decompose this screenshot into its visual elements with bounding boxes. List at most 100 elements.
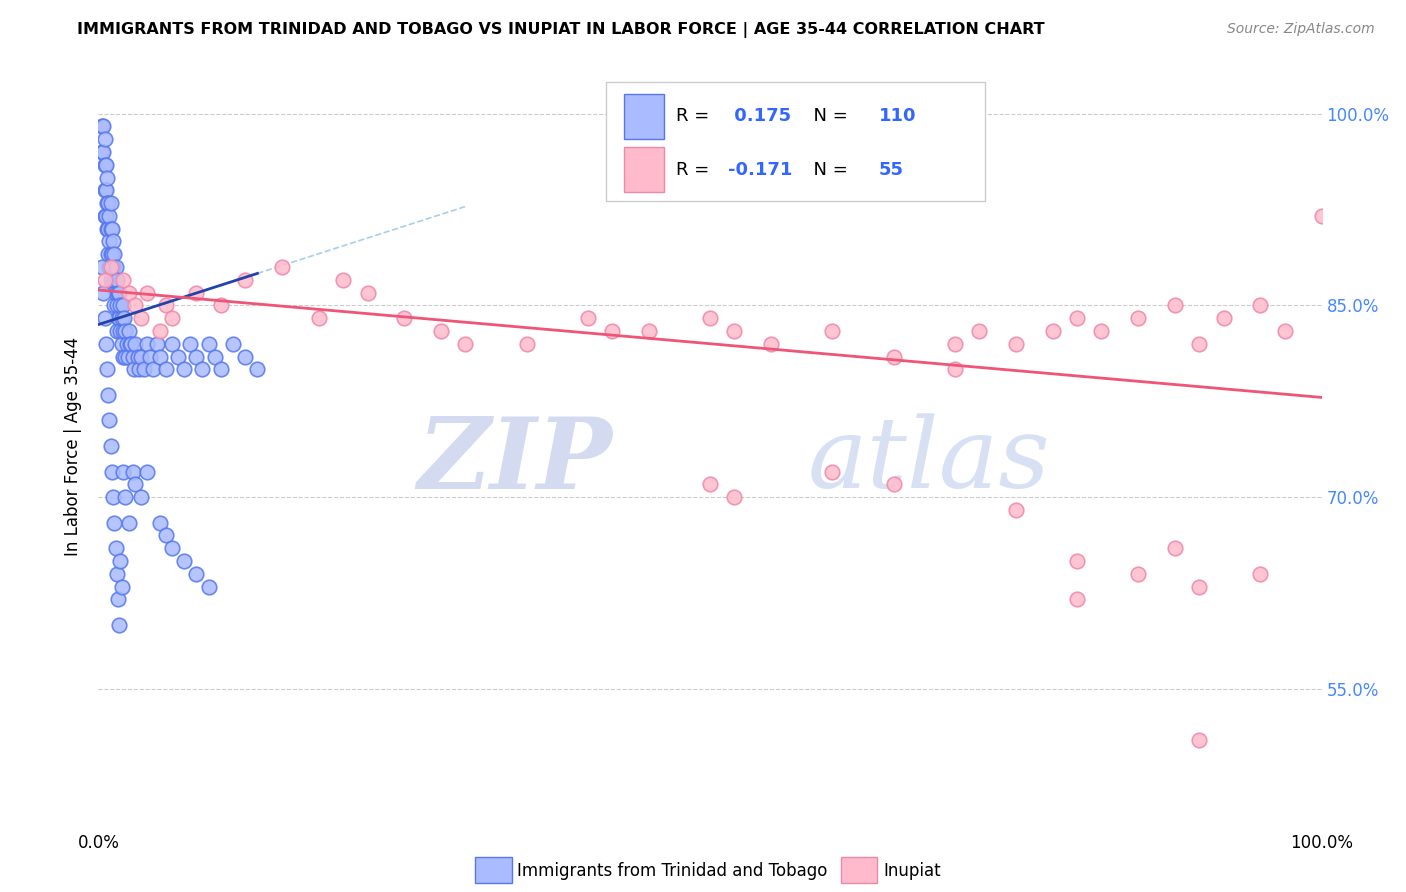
Point [108, 285, 131, 300]
Point [104, 541, 127, 556]
Point [173, 554, 195, 568]
Text: -0.171: -0.171 [728, 161, 793, 178]
Point [101, 221, 124, 235]
Point [127, 350, 149, 364]
Point [108, 618, 131, 632]
Point [118, 324, 141, 338]
Point [122, 362, 145, 376]
Point [103, 298, 125, 312]
Point [104, 260, 127, 274]
Text: IMMIGRANTS FROM TRINIDAD AND TOBAGO VS INUPIAT IN LABOR FORCE | AGE 35-44 CORREL: IMMIGRANTS FROM TRINIDAD AND TOBAGO VS I… [77, 22, 1045, 38]
Point [93, 132, 115, 146]
Point [160, 541, 183, 556]
Point [120, 336, 142, 351]
Point [270, 260, 294, 274]
Point [114, 490, 136, 504]
Point [108, 311, 131, 326]
Point [186, 566, 208, 581]
Point [167, 350, 190, 364]
Point [139, 350, 162, 364]
Point [308, 311, 330, 326]
Point [111, 336, 134, 351]
Point [454, 336, 477, 351]
Point [1188, 733, 1211, 747]
Point [1188, 336, 1211, 351]
Point [761, 336, 783, 351]
Point [105, 566, 128, 581]
Point [96, 196, 118, 211]
Text: 110: 110 [879, 107, 917, 125]
Point [723, 324, 745, 338]
Point [332, 273, 354, 287]
Point [96, 362, 118, 376]
Text: N =: N = [801, 107, 853, 125]
Point [100, 260, 122, 274]
Point [637, 324, 661, 338]
Point [149, 516, 172, 530]
Point [97, 196, 120, 211]
Point [1128, 311, 1150, 326]
Point [98, 209, 121, 223]
Point [967, 324, 990, 338]
Point [136, 336, 159, 351]
Point [699, 477, 721, 491]
Text: N =: N = [801, 161, 853, 178]
Point [1164, 298, 1187, 312]
FancyBboxPatch shape [624, 94, 664, 139]
Point [179, 336, 201, 351]
Point [155, 362, 177, 376]
Point [173, 362, 195, 376]
Point [114, 324, 136, 338]
Point [1249, 566, 1271, 581]
Point [149, 350, 172, 364]
Text: Source: ZipAtlas.com: Source: ZipAtlas.com [1227, 22, 1375, 37]
Point [121, 350, 143, 364]
Point [943, 336, 966, 351]
FancyBboxPatch shape [606, 81, 986, 201]
Point [91, 285, 114, 300]
Point [111, 324, 134, 338]
Point [100, 196, 122, 211]
Point [97, 247, 120, 261]
FancyBboxPatch shape [624, 147, 664, 193]
Point [430, 324, 453, 338]
Point [107, 592, 129, 607]
Point [98, 413, 121, 427]
Point [121, 465, 143, 479]
Point [91, 145, 114, 159]
Point [204, 350, 226, 364]
Text: R =: R = [676, 107, 714, 125]
Point [93, 158, 115, 172]
Text: ZIP: ZIP [418, 413, 612, 509]
Point [155, 298, 177, 312]
Point [943, 362, 966, 376]
Point [128, 362, 150, 376]
Point [155, 528, 177, 542]
Point [723, 490, 745, 504]
Point [160, 336, 183, 351]
Point [191, 362, 214, 376]
Point [142, 362, 165, 376]
Point [111, 273, 134, 287]
Text: atlas: atlas [808, 414, 1050, 509]
Point [197, 336, 219, 351]
Point [111, 465, 134, 479]
Point [120, 336, 142, 351]
Point [105, 298, 128, 312]
Point [149, 324, 172, 338]
Point [124, 298, 146, 312]
Point [97, 221, 120, 235]
Point [1066, 554, 1088, 568]
Point [111, 350, 134, 364]
Point [233, 350, 256, 364]
Point [1090, 324, 1112, 338]
Point [91, 120, 114, 134]
Point [146, 336, 169, 351]
Point [94, 209, 117, 223]
Point [101, 490, 124, 504]
Point [132, 362, 155, 376]
Point [93, 209, 115, 223]
Point [883, 477, 905, 491]
Point [103, 273, 125, 287]
Point [110, 298, 132, 312]
